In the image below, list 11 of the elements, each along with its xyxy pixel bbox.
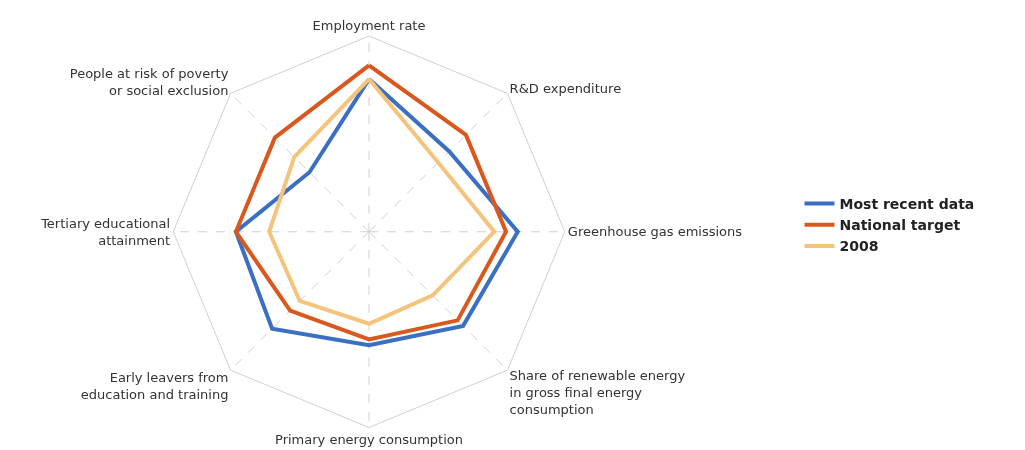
spoke-label: R&D expenditure: [509, 80, 622, 96]
legend-label: National target: [839, 217, 961, 234]
spoke-label: Tertiary educational attainment: [40, 215, 171, 248]
spoke-label: Primary energy consumption: [275, 431, 463, 447]
spoke-label: Greenhouse gas emissions: [567, 224, 743, 240]
spoke-label: Share of renewable energy in gross final energy consumption: [509, 367, 686, 417]
spoke-label: People at risk of poverty or social exclusion: [69, 66, 229, 98]
legend-label: Most recent data: [839, 196, 975, 213]
legend-label: 2008: [839, 238, 879, 255]
spoke-label: Early leavers from education and training: [80, 370, 229, 403]
spoke-label: Employment rate: [312, 18, 426, 34]
